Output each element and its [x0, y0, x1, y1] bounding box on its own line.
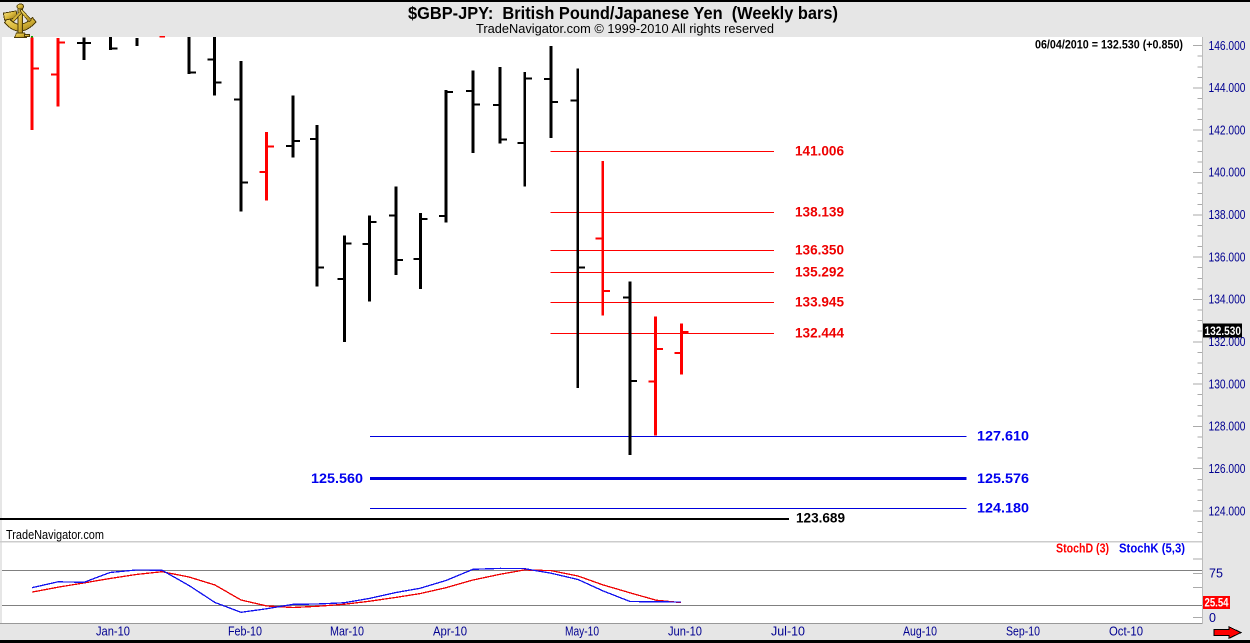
svg-text:StochD (3): StochD (3) — [1056, 541, 1109, 556]
svg-text:Aug-10: Aug-10 — [903, 625, 937, 639]
svg-text:Jun-10: Jun-10 — [668, 625, 702, 639]
svg-text:Sep-10: Sep-10 — [1006, 625, 1040, 639]
svg-text:135.292: 135.292 — [795, 265, 844, 280]
svg-text:$GBP-JPY: British Pound/Japan: $GBP-JPY: British Pound/Japanese Yen (We… — [408, 3, 838, 23]
svg-text:134.000: 134.000 — [1209, 293, 1246, 307]
svg-text:Oct-10: Oct-10 — [1109, 625, 1143, 639]
svg-text:123.689: 123.689 — [796, 511, 845, 526]
svg-text:124.180: 124.180 — [977, 501, 1029, 516]
svg-text:136.350: 136.350 — [795, 243, 844, 258]
svg-text:146.000: 146.000 — [1209, 39, 1246, 53]
svg-text:TradeNavigator.com: TradeNavigator.com — [6, 528, 104, 542]
svg-text:130.000: 130.000 — [1209, 377, 1246, 391]
svg-text:138.139: 138.139 — [795, 205, 844, 220]
svg-text:136.000: 136.000 — [1209, 250, 1246, 264]
svg-text:TradeNavigator.com © 1999-2010: TradeNavigator.com © 1999-2010 All right… — [476, 21, 774, 36]
svg-text:125.560: 125.560 — [311, 471, 363, 486]
svg-text:140.000: 140.000 — [1209, 166, 1246, 180]
svg-text:Jul-10: Jul-10 — [771, 625, 805, 639]
svg-text:142.000: 142.000 — [1209, 123, 1246, 137]
svg-text:126.000: 126.000 — [1209, 462, 1246, 476]
svg-text:133.945: 133.945 — [795, 295, 844, 310]
svg-text:132.000: 132.000 — [1209, 335, 1246, 349]
svg-text:125.576: 125.576 — [977, 471, 1030, 486]
svg-text:25.54: 25.54 — [1205, 598, 1230, 610]
svg-text:StochK (5,3): StochK (5,3) — [1119, 541, 1185, 556]
svg-text:141.006: 141.006 — [795, 144, 844, 159]
svg-text:0: 0 — [1209, 611, 1216, 625]
svg-text:132.530: 132.530 — [1205, 324, 1242, 338]
svg-text:128.000: 128.000 — [1209, 420, 1246, 434]
svg-text:Apr-10: Apr-10 — [433, 625, 467, 639]
svg-text:Jan-10: Jan-10 — [96, 625, 130, 639]
svg-text:124.000: 124.000 — [1209, 504, 1246, 518]
svg-text:Feb-10: Feb-10 — [228, 625, 262, 639]
svg-text:May-10: May-10 — [565, 625, 599, 639]
svg-text:75: 75 — [1209, 567, 1223, 581]
svg-text:144.000: 144.000 — [1209, 81, 1246, 95]
svg-text:127.610: 127.610 — [977, 429, 1029, 444]
svg-text:06/04/2010 = 132.530 (+0.850): 06/04/2010 = 132.530 (+0.850) — [1035, 38, 1183, 52]
svg-text:Mar-10: Mar-10 — [330, 625, 364, 639]
svg-text:132.444: 132.444 — [795, 326, 844, 341]
svg-text:138.000: 138.000 — [1209, 208, 1246, 222]
